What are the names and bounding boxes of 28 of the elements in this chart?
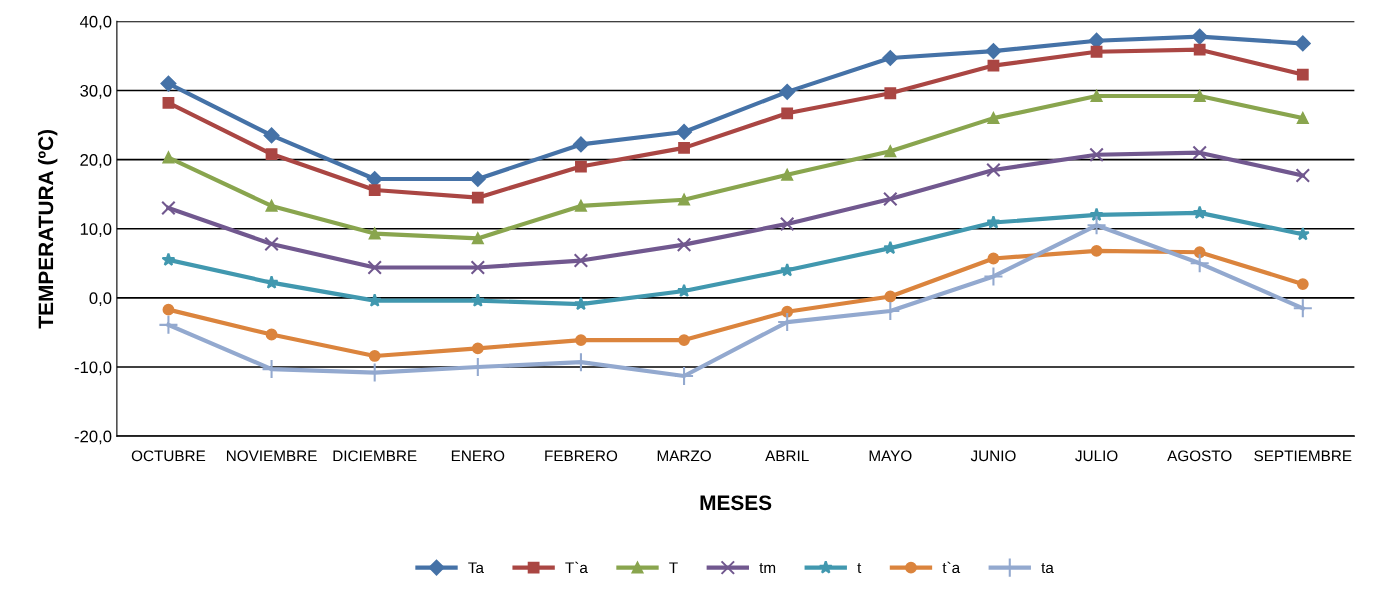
legend-label: T — [669, 562, 678, 573]
x-tick-label: MARZO — [657, 450, 711, 462]
x-tick-label: JUNIO — [970, 450, 1016, 462]
legend-label: T`a — [565, 561, 588, 574]
x-tick-label: DICIEMBRE — [333, 450, 417, 462]
y-tick-label: -10,0 — [74, 361, 112, 376]
x-tick-label: SEPTIEMBRE — [1254, 450, 1352, 462]
x-tick-label: AGOSTO — [1167, 450, 1232, 462]
x-tick-label: MAYO — [869, 450, 912, 462]
y-tick-label: 10,0 — [80, 223, 112, 237]
y-axis-title: TEMPERATURA (ºC) — [37, 129, 58, 329]
y-tick-label: 30,0 — [80, 84, 112, 99]
y-tick-label: 0,0 — [89, 292, 112, 307]
y-tick-label: 20,0 — [80, 154, 112, 168]
x-tick-label: ENERO — [451, 450, 505, 462]
x-tick-label: JULIO — [1075, 450, 1118, 462]
y-tick-label: 40,0 — [79, 15, 112, 30]
x-tick-label: FEBRERO — [545, 450, 618, 462]
x-tick-label: NOVIEMBRE — [226, 450, 317, 462]
legend-label: t`a — [942, 561, 961, 574]
x-axis-title: MESES — [700, 495, 772, 511]
y-tick-label: -20,0 — [74, 430, 112, 445]
legend-label: Ta — [468, 562, 484, 574]
x-tick-label: ABRIL — [765, 450, 809, 462]
legend-label: ta — [1041, 563, 1054, 574]
legend-label: tm — [759, 563, 776, 574]
x-tick-label: OCTUBRE — [131, 450, 206, 462]
legend-label: t — [857, 563, 862, 574]
